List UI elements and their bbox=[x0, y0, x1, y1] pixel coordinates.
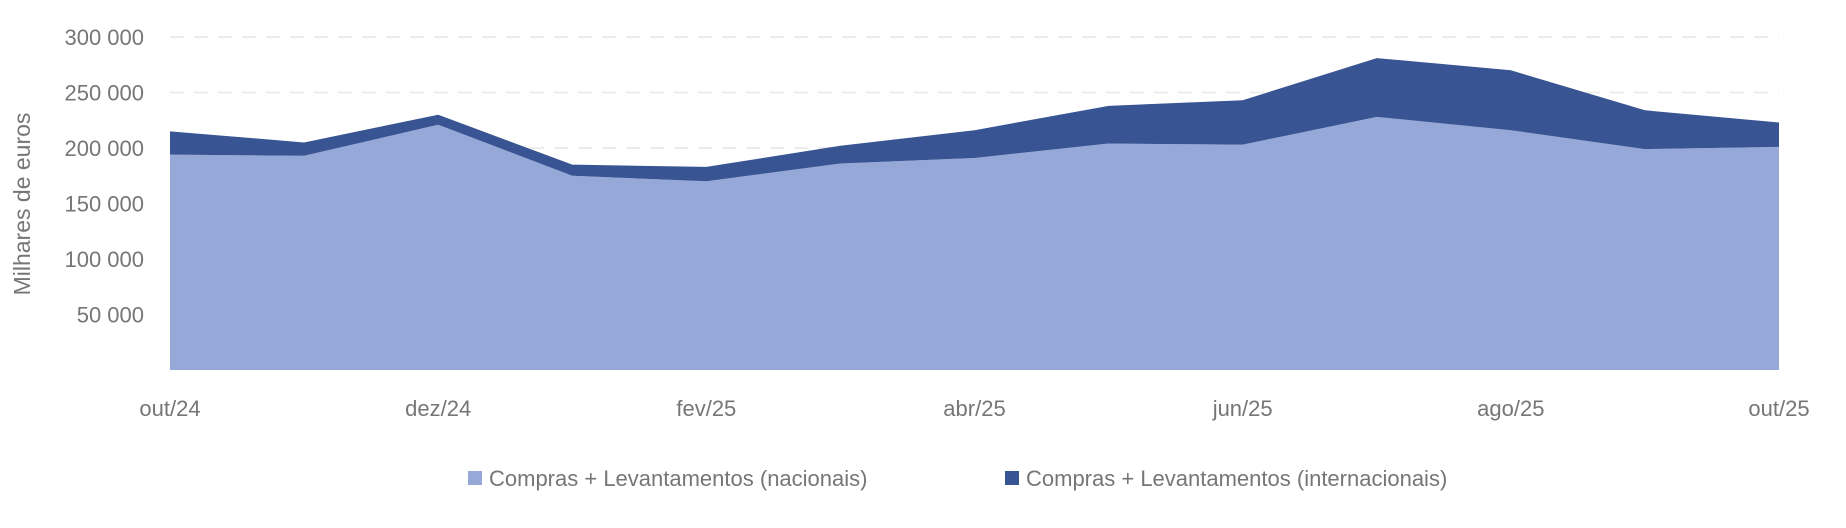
x-tick-label: abr/25 bbox=[943, 396, 1005, 421]
plot-area bbox=[170, 58, 1779, 370]
y-tick-label: 50 000 bbox=[77, 303, 144, 328]
y-axis-ticks: 50 000 100 000 150 000 200 000 250 000 300 00… bbox=[64, 25, 144, 328]
y-tick-label: 150 000 bbox=[64, 192, 144, 217]
legend-label: Compras + Levantamentos (internacionais) bbox=[1026, 466, 1447, 491]
legend-label: Compras + Levantamentos (nacionais) bbox=[489, 466, 867, 491]
area-series-internacionais bbox=[170, 58, 1779, 182]
legend: Compras + Levantamentos (nacionais) Compr… bbox=[468, 466, 1447, 491]
legend-swatch bbox=[468, 471, 482, 485]
y-tick-label: 250 000 bbox=[64, 81, 144, 106]
y-tick-label: 200 000 bbox=[64, 136, 144, 161]
x-tick-label: jun/25 bbox=[1212, 396, 1273, 421]
legend-swatch bbox=[1005, 471, 1019, 485]
x-tick-label: ago/25 bbox=[1477, 396, 1544, 421]
y-tick-label: 100 000 bbox=[64, 247, 144, 272]
area-series-nacionais bbox=[170, 116, 1779, 370]
y-tick-label: 300 000 bbox=[64, 25, 144, 50]
x-axis-ticks: out/24 dez/24 fev/25 abr/25 jun/25 ago/25 out/… bbox=[139, 396, 1809, 421]
x-tick-label: dez/24 bbox=[405, 396, 471, 421]
x-tick-label: out/24 bbox=[139, 396, 200, 421]
x-tick-label: fev/25 bbox=[676, 396, 736, 421]
y-axis-label: Milhares de euros bbox=[9, 113, 35, 296]
x-tick-label: out/25 bbox=[1748, 396, 1809, 421]
